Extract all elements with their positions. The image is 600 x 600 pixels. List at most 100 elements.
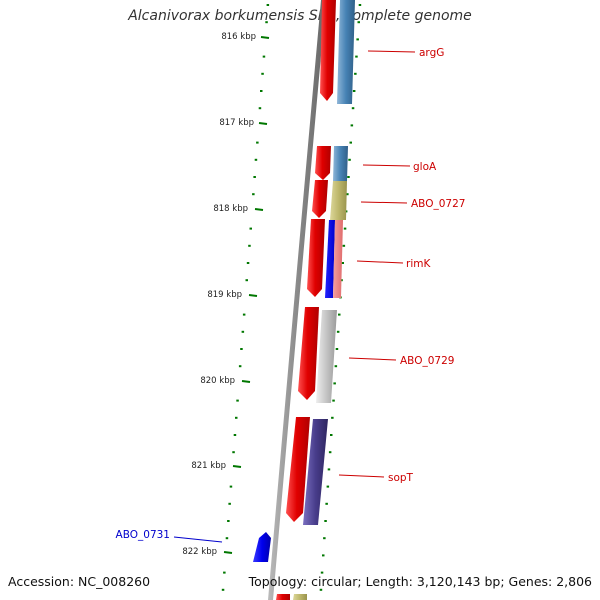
leader-ABO_0727: [360, 201, 408, 204]
cds-ABO_0729[interactable]: [316, 310, 337, 403]
gene-sopT-arrow[interactable]: [286, 417, 310, 522]
leader-argG: [367, 50, 416, 53]
ring-tick: [319, 588, 323, 591]
ruler-label-821: 821 kbp: [191, 461, 226, 471]
topology-text: Topology: circular; Length: 3,120,143 bp…: [248, 574, 592, 589]
ring-tick: [356, 38, 359, 41]
ring-tick: [254, 158, 258, 161]
gene-ABO_0727[interactable]: [312, 180, 347, 220]
ring-tick: [354, 72, 357, 75]
ring-tick: [347, 176, 350, 178]
leader-gloA: [362, 164, 411, 167]
cds-argG[interactable]: [337, 0, 355, 104]
ring-tick: [340, 279, 343, 282]
gene-ABO_0729-arrow[interactable]: [298, 307, 319, 400]
gene-gloA[interactable]: [315, 146, 348, 181]
ring-tick: [334, 365, 338, 368]
ring-tick: [355, 55, 358, 58]
ring-tick: [352, 90, 356, 92]
ring-tick: [343, 227, 347, 230]
ring-tick: [229, 485, 233, 488]
ruler-tick-820: [241, 380, 251, 383]
ring-tick: [228, 502, 231, 505]
ring-tick: [240, 348, 243, 350]
gene-ABO_0731-arrow[interactable]: [253, 532, 271, 562]
gene-gloA-arrow[interactable]: [315, 146, 331, 180]
ruler-tick-818: [254, 208, 264, 211]
leader-ABO_0729: [348, 357, 397, 361]
ring-tick: [320, 571, 324, 574]
ring-tick: [357, 21, 360, 24]
ring-tick: [227, 520, 230, 522]
ring-tick: [335, 348, 339, 350]
ring-tick: [342, 244, 346, 247]
ring-tick: [332, 399, 335, 402]
ring-tick: [323, 537, 326, 540]
ring-tick: [261, 72, 264, 75]
ruler-tick-817: [258, 122, 268, 125]
ring-tick: [336, 330, 340, 333]
cds-ABO_0727[interactable]: [330, 181, 347, 220]
ring-tick: [232, 451, 235, 454]
ruler-tick-819: [248, 294, 258, 297]
label-ABO_0729[interactable]: ABO_0729: [400, 355, 454, 367]
leader-sopT: [338, 474, 385, 478]
gene-rimK-arrow[interactable]: [307, 219, 325, 297]
ring-tick: [265, 21, 268, 24]
ring-tick: [331, 416, 334, 419]
genome-backbone: [268, 0, 326, 600]
ring-tick: [241, 330, 245, 333]
ruler-tick-821: [232, 465, 242, 468]
ring-tick: [221, 588, 225, 591]
cds-rimK-secondary[interactable]: [333, 220, 343, 298]
ruler-label-817: 817 kbp: [219, 118, 254, 128]
ring-tick: [341, 262, 344, 264]
ring-tick: [223, 571, 226, 574]
ruler-label-819: 819 kbp: [207, 290, 242, 300]
ring-tick: [249, 227, 252, 230]
ruler-label-818: 818 kbp: [213, 204, 248, 214]
label-rimK[interactable]: rimK: [406, 258, 431, 270]
ruler-tick-816: [260, 36, 270, 39]
ring-tick: [238, 365, 242, 368]
gene-sopT[interactable]: [286, 417, 328, 525]
label-ABO_0731[interactable]: ABO_0731: [116, 529, 170, 541]
cds-sopT[interactable]: [303, 419, 328, 525]
ring-tick: [346, 193, 349, 196]
ring-tick: [246, 262, 250, 264]
ring-tick: [245, 279, 248, 282]
ring-tick: [242, 313, 246, 316]
label-gloA[interactable]: gloA: [413, 161, 437, 173]
ring-tick: [233, 434, 237, 436]
ring-tick: [235, 416, 238, 419]
gene-rimK[interactable]: [307, 219, 343, 298]
coordinate-ruler: 816 kbp 817 kbp 818 kbp 819 kbp 820 kbp …: [182, 32, 270, 557]
ring-tick: [236, 399, 239, 402]
ring-tick: [225, 537, 229, 540]
gene-ABO_0729[interactable]: [298, 307, 337, 403]
ring-tick: [326, 485, 330, 488]
gene-argG-arrow[interactable]: [320, 0, 336, 101]
ring-tick: [260, 90, 263, 92]
ring-tick: [258, 107, 262, 110]
cds-gloA[interactable]: [333, 146, 348, 181]
ring-tick: [358, 4, 362, 6]
ring-tick: [266, 4, 270, 6]
gene-ABO_0731[interactable]: [253, 532, 271, 562]
cds-rimK[interactable]: [325, 220, 335, 298]
ring-tick: [262, 55, 266, 58]
ring-tick: [330, 434, 333, 436]
ring-tick: [252, 193, 255, 196]
tick-marks: [221, 4, 362, 591]
accession-text: Accession: NC_008260: [8, 574, 151, 589]
label-sopT[interactable]: sopT: [388, 472, 414, 484]
gene-argG[interactable]: [320, 0, 355, 104]
gene-ABO_0727-arrow[interactable]: [312, 180, 328, 218]
ring-tick: [327, 468, 331, 471]
label-ABO_0727[interactable]: ABO_0727: [411, 198, 465, 210]
label-argG[interactable]: argG: [419, 47, 444, 59]
ruler-label-816: 816 kbp: [221, 32, 256, 42]
ring-tick: [351, 107, 355, 110]
